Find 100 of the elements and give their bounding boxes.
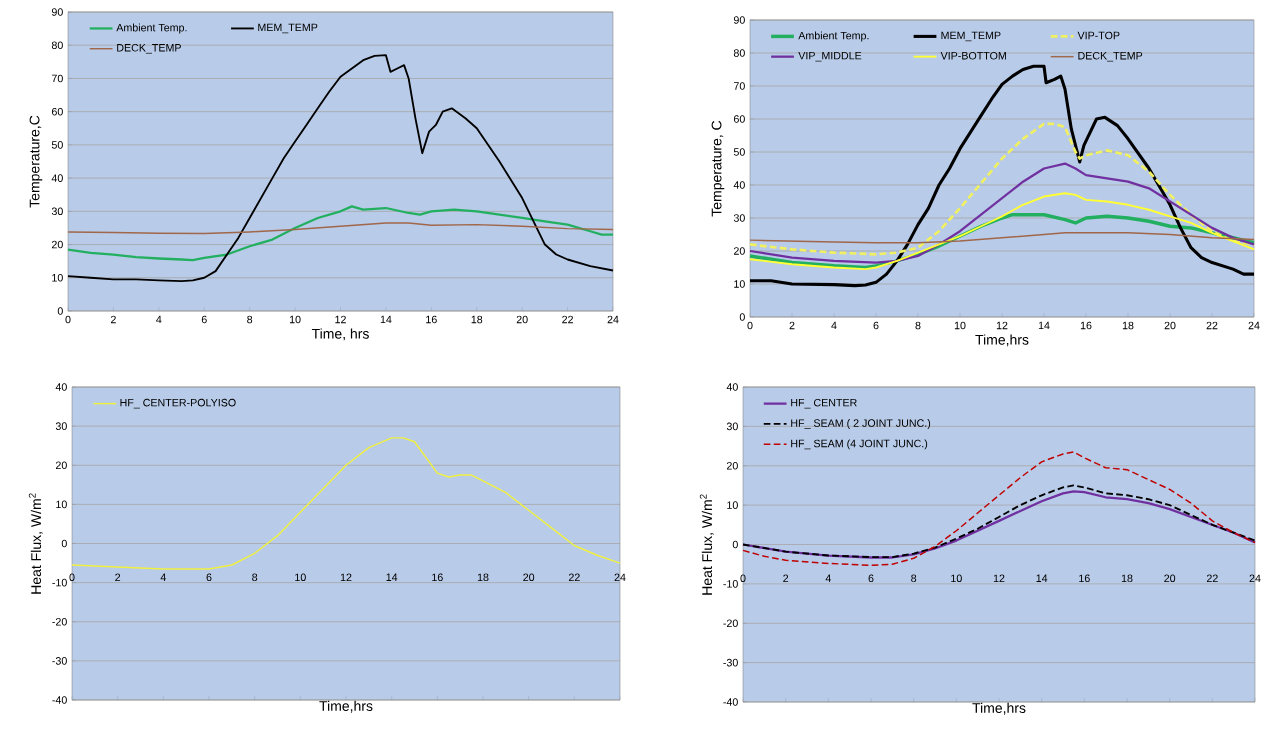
x-tick-label: 14 <box>1038 321 1050 330</box>
x-tick-label: 2 <box>115 573 121 581</box>
y-tick-label: 0 <box>57 307 63 315</box>
legend-label: Ambient Temp. <box>798 31 869 42</box>
legend-label: DECK_TEMP <box>1078 51 1143 62</box>
line-series <box>748 122 1256 256</box>
legend-label: HF_ CENTER-POLYISO <box>120 398 236 409</box>
x-tick-label: 8 <box>252 573 258 582</box>
x-tick-label: 8 <box>247 315 253 324</box>
x-tick-label: 8 <box>911 574 917 583</box>
y-tick-label: 10 <box>52 274 63 282</box>
x-tick-label: 24 <box>1248 321 1260 330</box>
x-tick-label: 16 <box>1080 321 1092 330</box>
line-series <box>742 451 1256 567</box>
x-tick-label: 16 <box>426 315 437 324</box>
legend-label: HF_ CENTER <box>791 398 857 409</box>
x-tick-label: 4 <box>831 321 837 330</box>
x-tick-label: 2 <box>789 321 795 330</box>
y-tick-label: -30 <box>52 657 67 665</box>
x-tick-label: 10 <box>295 573 306 582</box>
x-tick-label: 24 <box>1249 574 1261 582</box>
x-tick-label: 18 <box>1121 574 1133 583</box>
x-tick-label: 14 <box>386 573 398 581</box>
y-tick-label: 70 <box>733 82 745 90</box>
legend-label: DECK_TEMP <box>117 43 181 54</box>
x-axis-title: Time,hrs <box>319 700 373 713</box>
x-tick-label: 14 <box>380 315 392 324</box>
x-tick-label: 12 <box>993 574 1005 582</box>
y-tick-label: 0 <box>732 540 738 549</box>
y-tick-label: 50 <box>733 148 745 156</box>
y-tick-label: 40 <box>55 383 67 391</box>
x-tick-label: 16 <box>432 573 443 582</box>
y-axis-title: Temperature,C <box>29 115 43 208</box>
y-tick-label: -40 <box>723 698 738 706</box>
x-tick-label: 6 <box>201 315 207 324</box>
x-tick-label: 24 <box>607 315 619 324</box>
y-tick-label: -10 <box>723 580 738 588</box>
x-tick-label: 2 <box>111 315 116 324</box>
x-tick-label: 6 <box>206 573 212 582</box>
legend-label: VIP_MIDDLE <box>798 51 862 62</box>
x-tick-label: 16 <box>1079 574 1090 583</box>
y-tick-label: 40 <box>726 383 738 391</box>
x-tick-label: 22 <box>568 573 580 581</box>
x-tick-label: 24 <box>614 573 626 581</box>
line-series <box>66 205 615 262</box>
y-tick-label: 60 <box>733 115 745 123</box>
y-tick-label: 10 <box>734 280 745 288</box>
y-tick-label: 80 <box>733 49 745 57</box>
x-tick-label: 14 <box>1036 574 1048 582</box>
legend-label: Ambient Temp. <box>116 23 187 34</box>
legend-label: VIP-BOTTOM <box>940 51 1006 60</box>
x-tick-label: 4 <box>160 573 166 581</box>
y-tick-label: 20 <box>55 461 67 470</box>
x-tick-label: 18 <box>477 573 489 582</box>
y-tick-label: 10 <box>56 500 67 509</box>
y-tick-label: -40 <box>52 696 67 704</box>
legend-label: MEM_TEMP <box>258 23 318 34</box>
x-tick-label: 10 <box>289 315 301 324</box>
y-tick-label: -20 <box>52 617 67 626</box>
y-tick-label: 20 <box>733 247 745 255</box>
y-tick-label: -20 <box>723 619 738 628</box>
y-tick-label: 30 <box>726 422 738 431</box>
y-tick-label: 20 <box>726 461 738 470</box>
x-axis-title: Time,hrs <box>972 702 1026 715</box>
x-tick-label: 2 <box>783 574 789 582</box>
x-tick-label: 20 <box>1164 321 1176 330</box>
y-tick-label: 0 <box>61 539 67 548</box>
x-tick-label: 18 <box>471 315 483 324</box>
y-tick-label: 30 <box>55 422 67 430</box>
y-tick-label: 20 <box>51 240 63 249</box>
x-tick-label: 12 <box>335 315 346 324</box>
y-tick-label: 10 <box>727 501 738 509</box>
y-tick-label: 30 <box>51 207 63 216</box>
y-tick-label: -30 <box>723 658 738 667</box>
y-axis-title: Temperature, C <box>711 120 725 217</box>
legend-label: VIP-TOP <box>1077 31 1120 40</box>
x-tick-label: 0 <box>69 573 75 582</box>
y-tick-label: 80 <box>51 41 63 49</box>
y-tick-label: 40 <box>733 181 745 189</box>
legend-label: HF_ SEAM ( 2 JOINT JUNC.) <box>791 419 931 429</box>
y-axis-title: Heat Flux, W/m$^{2}$ <box>699 494 714 595</box>
x-tick-label: 4 <box>156 315 162 324</box>
x-axis-title: Time,hrs <box>975 334 1029 347</box>
x-tick-label: 12 <box>340 573 352 581</box>
y-tick-label: 90 <box>51 8 63 16</box>
x-tick-label: 8 <box>915 321 921 330</box>
x-tick-label: 0 <box>747 321 753 330</box>
x-tick-label: 20 <box>516 315 528 324</box>
legend-label: MEM_TEMP <box>941 31 1001 42</box>
x-tick-label: 12 <box>996 321 1008 330</box>
y-tick-label: 60 <box>51 107 63 116</box>
legend-label: HF_ SEAM (4 JOINT JUNC.) <box>791 439 928 450</box>
y-tick-label: 40 <box>51 174 63 182</box>
x-tick-label: 6 <box>873 321 879 330</box>
x-tick-label: 22 <box>1206 574 1218 582</box>
x-axis-title: Time, hrs <box>311 328 369 341</box>
y-axis-title: Heat Flux, W/m$^{2}$ <box>28 493 43 594</box>
x-tick-label: 18 <box>1122 321 1134 330</box>
x-tick-label: 22 <box>562 315 573 324</box>
x-tick-label: 20 <box>523 573 535 582</box>
